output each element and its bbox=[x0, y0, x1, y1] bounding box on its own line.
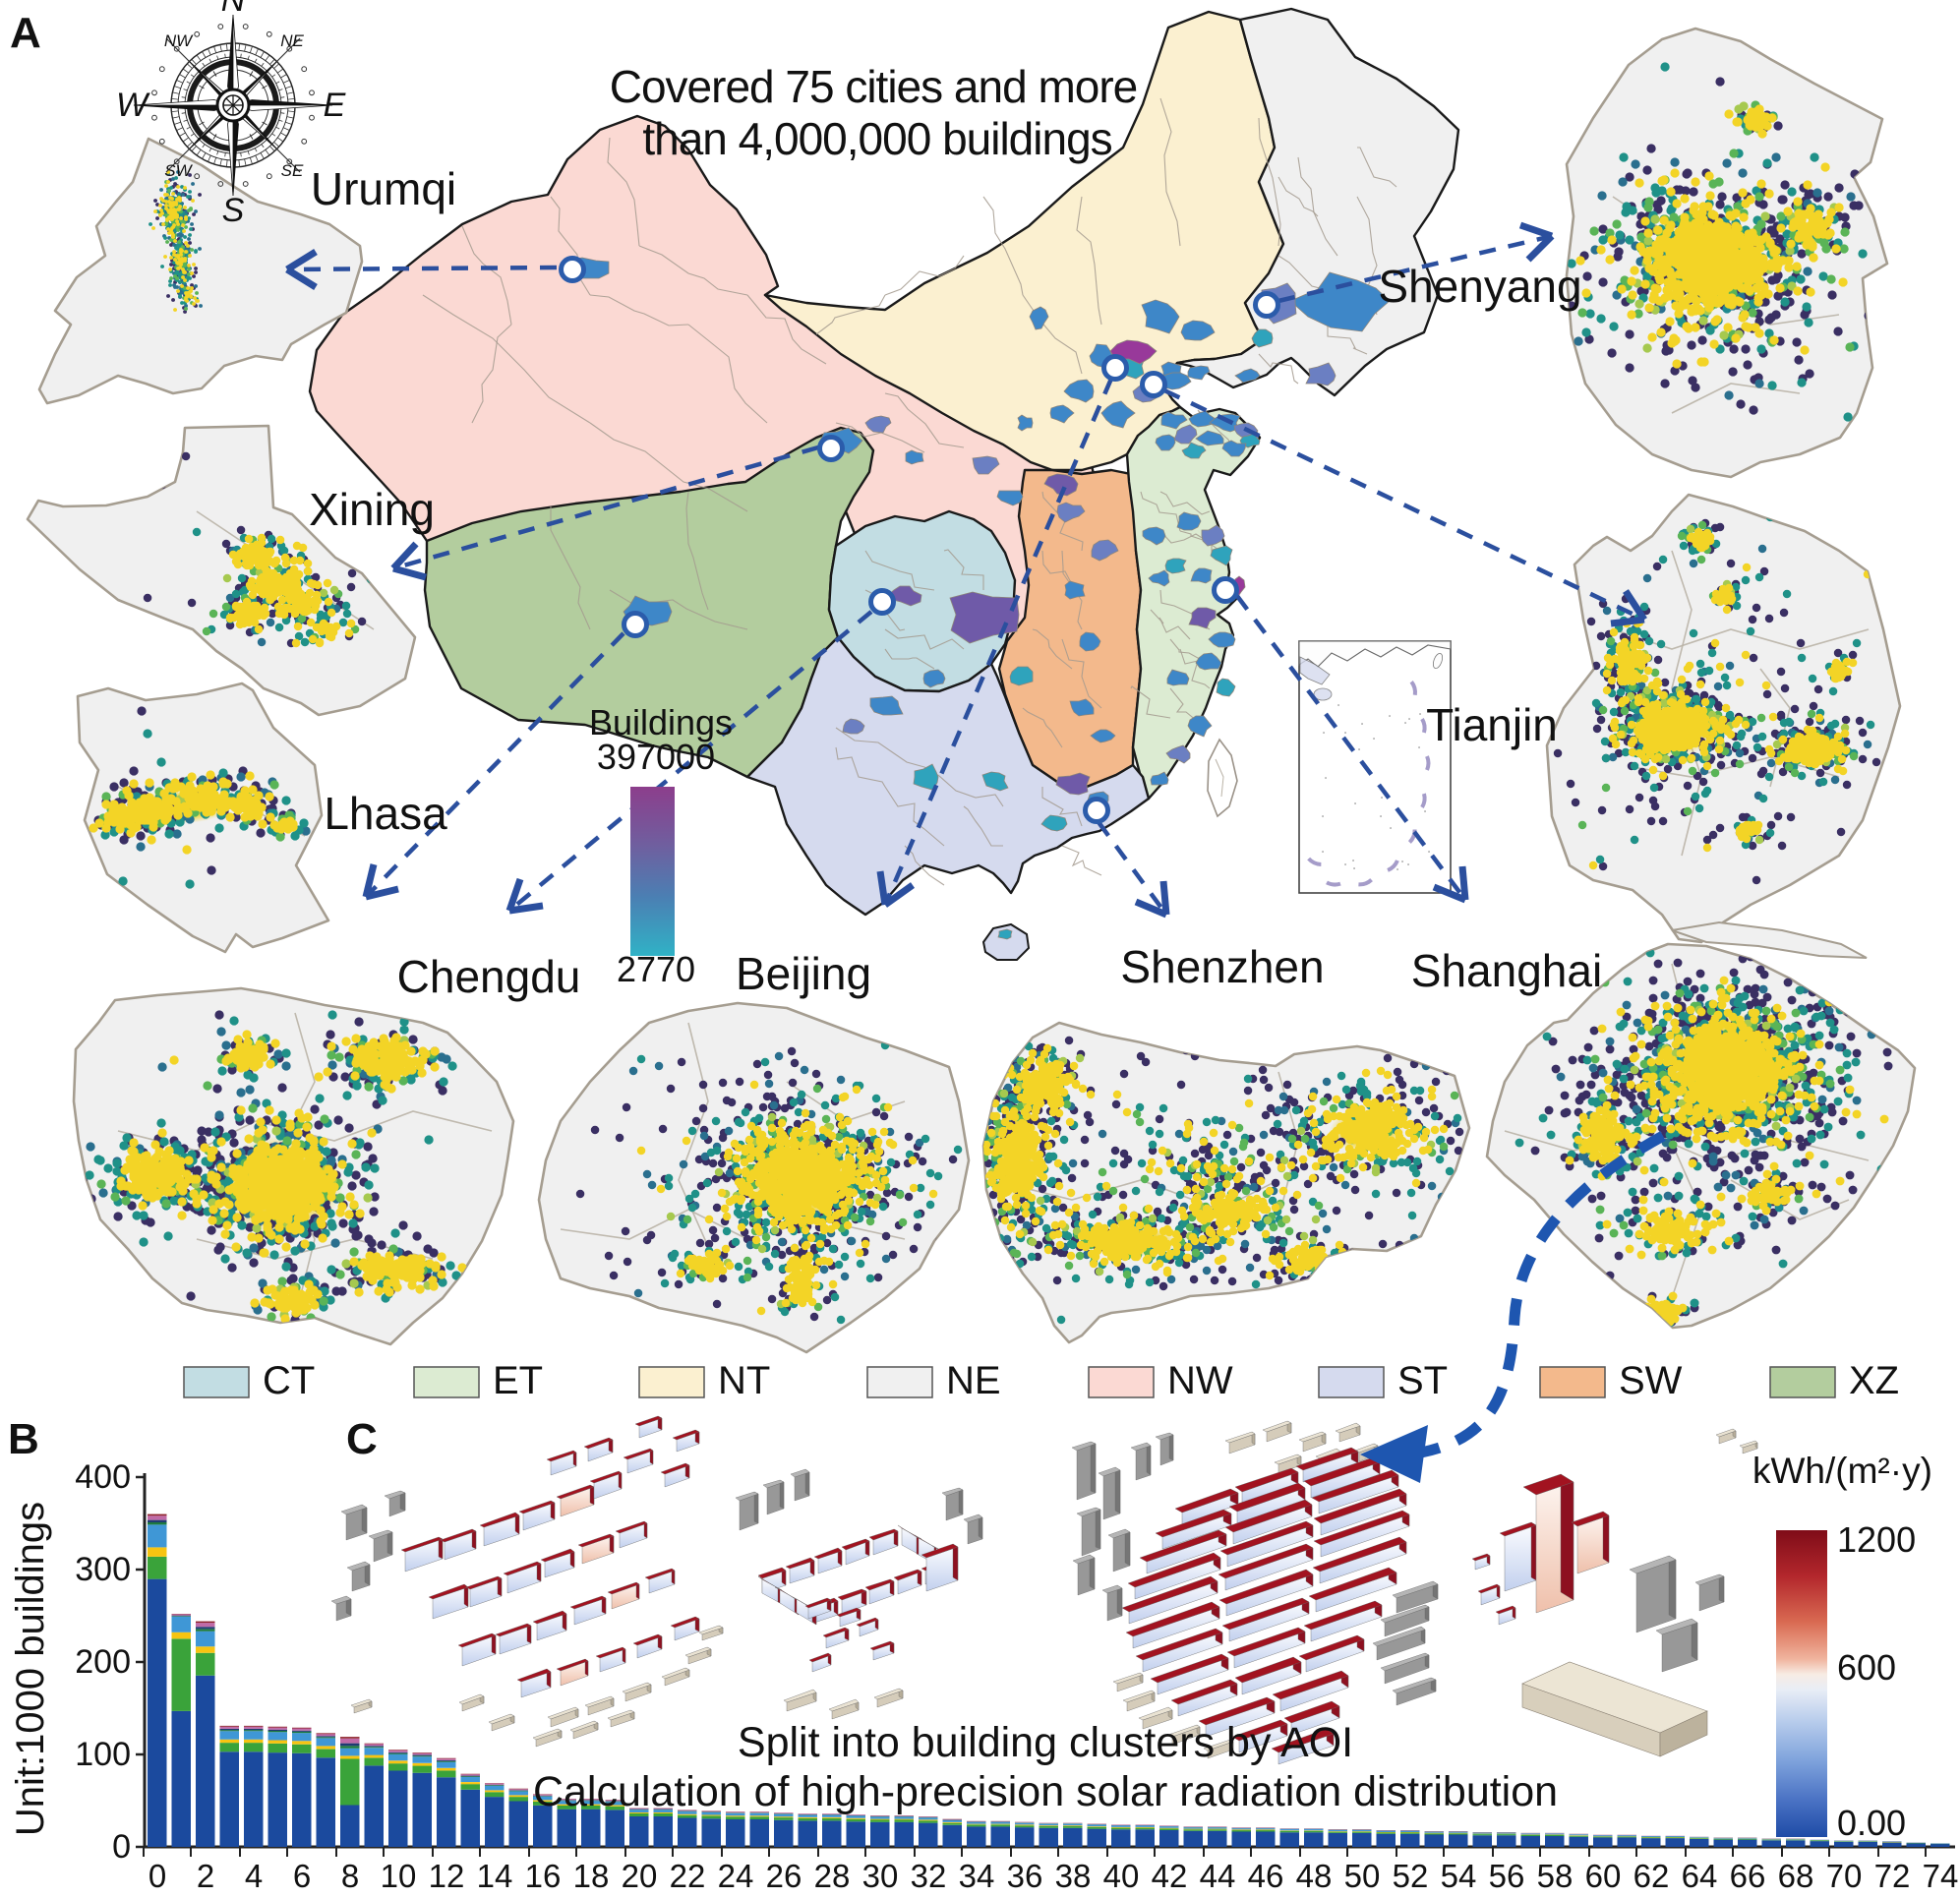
svg-text:100: 100 bbox=[75, 1736, 131, 1773]
svg-text:28: 28 bbox=[814, 1858, 851, 1894]
svg-text:22: 22 bbox=[670, 1858, 706, 1894]
svg-text:Buildings: Buildings bbox=[589, 702, 733, 742]
svg-text:64: 64 bbox=[1682, 1858, 1718, 1894]
svg-text:397000: 397000 bbox=[597, 737, 715, 777]
svg-text:10: 10 bbox=[381, 1858, 417, 1894]
svg-text:200: 200 bbox=[75, 1643, 131, 1681]
svg-text:20: 20 bbox=[622, 1858, 658, 1894]
svg-text:58: 58 bbox=[1537, 1858, 1574, 1894]
svg-text:NW: NW bbox=[1167, 1359, 1233, 1402]
svg-text:38: 38 bbox=[1055, 1858, 1092, 1894]
svg-text:46: 46 bbox=[1248, 1858, 1284, 1894]
svg-text:C: C bbox=[346, 1415, 378, 1463]
svg-text:NT: NT bbox=[718, 1359, 770, 1402]
svg-text:Unit:1000 buildings: Unit:1000 buildings bbox=[9, 1502, 52, 1836]
svg-text:SE: SE bbox=[281, 161, 304, 180]
svg-text:ET: ET bbox=[493, 1359, 543, 1402]
svg-text:52: 52 bbox=[1393, 1858, 1429, 1894]
svg-text:56: 56 bbox=[1489, 1858, 1525, 1894]
svg-text:2770: 2770 bbox=[617, 949, 695, 989]
svg-text:72: 72 bbox=[1874, 1858, 1911, 1894]
svg-text:NE: NE bbox=[280, 31, 304, 50]
svg-text:NW: NW bbox=[164, 31, 194, 50]
svg-text:B: B bbox=[8, 1415, 39, 1463]
svg-text:0.00: 0.00 bbox=[1837, 1803, 1906, 1843]
svg-text:34: 34 bbox=[959, 1858, 995, 1894]
svg-text:N: N bbox=[221, 0, 246, 19]
svg-text:60: 60 bbox=[1585, 1858, 1622, 1894]
svg-text:32: 32 bbox=[911, 1858, 947, 1894]
svg-text:74: 74 bbox=[1923, 1858, 1959, 1894]
svg-text:Urumqi: Urumqi bbox=[311, 163, 456, 214]
svg-text:12: 12 bbox=[429, 1858, 465, 1894]
svg-text:Tianjin: Tianjin bbox=[1426, 699, 1558, 750]
svg-text:14: 14 bbox=[477, 1858, 513, 1894]
svg-text:0: 0 bbox=[112, 1828, 131, 1866]
svg-text:50: 50 bbox=[1344, 1858, 1381, 1894]
svg-text:ST: ST bbox=[1397, 1359, 1448, 1402]
svg-text:CT: CT bbox=[263, 1359, 315, 1402]
svg-text:24: 24 bbox=[718, 1858, 754, 1894]
svg-text:Lhasa: Lhasa bbox=[324, 788, 447, 839]
svg-text:36: 36 bbox=[1007, 1858, 1043, 1894]
svg-text:Shenzhen: Shenzhen bbox=[1120, 941, 1324, 992]
svg-text:54: 54 bbox=[1441, 1858, 1477, 1894]
svg-text:26: 26 bbox=[766, 1858, 802, 1894]
svg-text:1200: 1200 bbox=[1837, 1519, 1916, 1560]
svg-text:Split into building clusters: Split into building clusters by AOI bbox=[738, 1719, 1353, 1766]
svg-text:S: S bbox=[222, 192, 245, 229]
svg-text:68: 68 bbox=[1778, 1858, 1814, 1894]
svg-text:SW: SW bbox=[1619, 1359, 1683, 1402]
svg-text:6: 6 bbox=[293, 1858, 311, 1894]
svg-text:XZ: XZ bbox=[1849, 1359, 1899, 1402]
svg-text:40: 40 bbox=[1103, 1858, 1140, 1894]
svg-text:0: 0 bbox=[148, 1858, 166, 1894]
svg-text:44: 44 bbox=[1200, 1858, 1236, 1894]
svg-text:Chengdu: Chengdu bbox=[397, 951, 581, 1002]
svg-text:8: 8 bbox=[341, 1858, 359, 1894]
svg-text:NE: NE bbox=[946, 1359, 1001, 1402]
svg-text:SW: SW bbox=[164, 161, 193, 180]
svg-text:Beijing: Beijing bbox=[736, 948, 871, 999]
svg-text:62: 62 bbox=[1633, 1858, 1670, 1894]
svg-text:than 4,000,000 buildings: than 4,000,000 buildings bbox=[642, 113, 1111, 164]
svg-text:300: 300 bbox=[75, 1551, 131, 1588]
svg-text:kWh/(m²·y): kWh/(m²·y) bbox=[1752, 1451, 1932, 1491]
svg-text:A: A bbox=[10, 9, 41, 57]
svg-text:E: E bbox=[324, 87, 346, 124]
svg-text:400: 400 bbox=[75, 1458, 131, 1496]
svg-text:66: 66 bbox=[1730, 1858, 1766, 1894]
svg-text:48: 48 bbox=[1296, 1858, 1333, 1894]
svg-text:W: W bbox=[116, 87, 150, 124]
svg-text:30: 30 bbox=[862, 1858, 899, 1894]
svg-text:Covered 75 cities and more: Covered 75 cities and more bbox=[610, 61, 1138, 112]
svg-text:16: 16 bbox=[525, 1858, 562, 1894]
svg-text:2: 2 bbox=[197, 1858, 214, 1894]
svg-text:4: 4 bbox=[245, 1858, 263, 1894]
svg-text:70: 70 bbox=[1826, 1858, 1863, 1894]
svg-text:18: 18 bbox=[573, 1858, 610, 1894]
svg-text:42: 42 bbox=[1152, 1858, 1188, 1894]
svg-text:Shenyang: Shenyang bbox=[1378, 261, 1581, 312]
svg-text:600: 600 bbox=[1837, 1647, 1896, 1688]
svg-text:Calculation of high-precision: Calculation of high-precision solar radi… bbox=[533, 1768, 1558, 1815]
svg-text:Xining: Xining bbox=[309, 484, 435, 535]
svg-text:Shanghai: Shanghai bbox=[1411, 945, 1602, 996]
